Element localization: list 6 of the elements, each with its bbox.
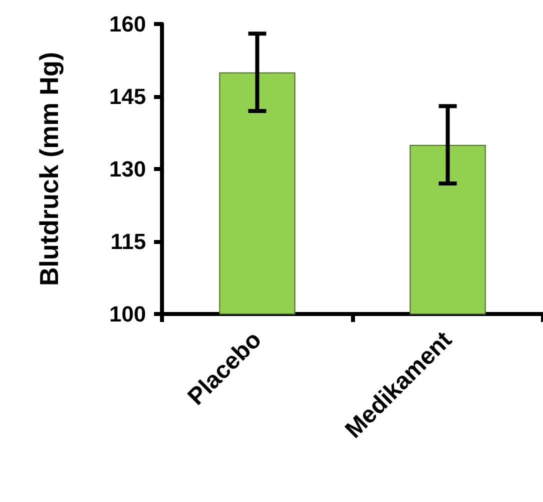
y-tick-label: 145 — [109, 84, 146, 109]
y-tick-label: 130 — [109, 156, 146, 182]
y-axis-title: Blutdruck (mm Hg) — [34, 52, 64, 286]
y-tick-label: 115 — [110, 229, 146, 254]
y-tick-label: 100 — [109, 302, 146, 326]
y-tick-label: 160 — [109, 12, 146, 36]
